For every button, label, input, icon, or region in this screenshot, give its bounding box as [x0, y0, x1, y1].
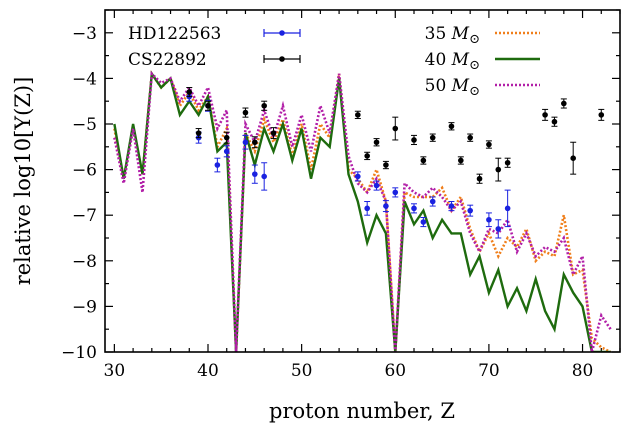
- data-point-hd122563: [467, 207, 473, 214]
- data-point-hd122563: [420, 219, 427, 225]
- data-point-cs22892: [355, 112, 361, 118]
- legend-marker-dot: [279, 30, 285, 36]
- plot-series: [113, 70, 612, 352]
- data-point-cs22892: [504, 159, 511, 166]
- y-tick-label: −4: [72, 69, 97, 89]
- y-axis-label: relative log10[Y(Z)]: [11, 77, 35, 286]
- data-point-cs22892: [364, 153, 370, 159]
- data-point-cs22892: [448, 123, 455, 130]
- y-tick-label: −9: [72, 297, 97, 317]
- data-point-cs22892: [467, 134, 473, 141]
- y-tick-label: −6: [72, 161, 97, 181]
- data-point-hd122563: [242, 139, 249, 146]
- series-line-35-m: [113, 70, 612, 352]
- data-point-hd122563: [495, 226, 502, 232]
- data-point-cs22892: [223, 134, 230, 141]
- data-point-cs22892: [495, 166, 502, 173]
- data-point-cs22892: [270, 130, 277, 136]
- plot-frame: [104, 9, 621, 353]
- series-line-40-m: [113, 70, 611, 352]
- data-point-cs22892: [542, 112, 548, 118]
- x-tick-label: 40: [197, 361, 219, 381]
- data-point-cs22892: [373, 139, 380, 146]
- data-point-hd122563: [261, 173, 267, 180]
- legend: HD122563 CS22892 35 M⊙ 40 M⊙ 50 M⊙: [128, 24, 540, 99]
- data-point-hd122563: [411, 205, 417, 212]
- data-point-hd122563: [355, 173, 361, 180]
- x-tick-label: 50: [291, 361, 313, 381]
- data-point-hd122563: [486, 216, 492, 223]
- y-tick-label: −8: [72, 252, 97, 272]
- x-tick-label: 30: [104, 361, 126, 381]
- legend-label-50-m: 50 M⊙: [425, 76, 480, 99]
- data-point-hd122563: [383, 203, 389, 209]
- legend-label-35-m: 35 M⊙: [425, 24, 480, 47]
- data-point-cs22892: [476, 175, 483, 182]
- data-point-cs22892: [392, 125, 399, 132]
- data-point-cs22892: [242, 109, 249, 116]
- data-point-hd122563: [392, 189, 399, 196]
- data-point-cs22892: [458, 157, 464, 164]
- data-point-hd122563: [373, 182, 380, 189]
- y-tick-label: −5: [72, 115, 97, 135]
- data-point-cs22892: [205, 102, 211, 109]
- data-point-cs22892: [195, 130, 202, 136]
- data-point-cs22892: [570, 155, 576, 161]
- data-point-hd122563: [448, 203, 455, 209]
- y-tick-label: −7: [72, 206, 97, 226]
- data-point-cs22892: [186, 89, 193, 95]
- data-point-cs22892: [486, 141, 492, 148]
- x-tick-label: 60: [384, 361, 406, 381]
- plot-points: [186, 87, 605, 239]
- data-point-hd122563: [214, 162, 221, 168]
- tick-labels: 30 40 50 60 70 80 −10 −9 −8 −7 −6 −5 −4 −3: [61, 24, 593, 381]
- y-tick-label: −3: [72, 24, 97, 44]
- y-tick-label: −10: [61, 343, 97, 363]
- legend-label-40-m: 40 M⊙: [425, 50, 480, 73]
- data-point-hd122563: [223, 148, 230, 155]
- data-point-cs22892: [420, 157, 427, 164]
- data-point-cs22892: [252, 139, 258, 146]
- data-point-cs22892: [261, 102, 267, 109]
- legend-label-hd122563: HD122563: [128, 24, 221, 44]
- data-point-hd122563: [504, 205, 511, 212]
- data-point-hd122563: [364, 205, 370, 212]
- data-point-cs22892: [551, 118, 558, 125]
- data-point-cs22892: [383, 162, 389, 168]
- data-point-cs22892: [561, 100, 567, 107]
- legend-marker-dot: [279, 56, 285, 62]
- x-tick-label: 70: [478, 361, 500, 381]
- legend-label-cs22892: CS22892: [128, 50, 207, 70]
- data-point-cs22892: [411, 137, 417, 143]
- data-point-hd122563: [252, 171, 258, 177]
- x-axis-label: proton number, Z: [269, 399, 455, 423]
- data-point-cs22892: [598, 112, 605, 118]
- data-point-hd122563: [429, 198, 436, 205]
- series-line-50-m: [113, 70, 612, 352]
- data-point-cs22892: [429, 134, 436, 141]
- x-tick-label: 80: [572, 361, 594, 381]
